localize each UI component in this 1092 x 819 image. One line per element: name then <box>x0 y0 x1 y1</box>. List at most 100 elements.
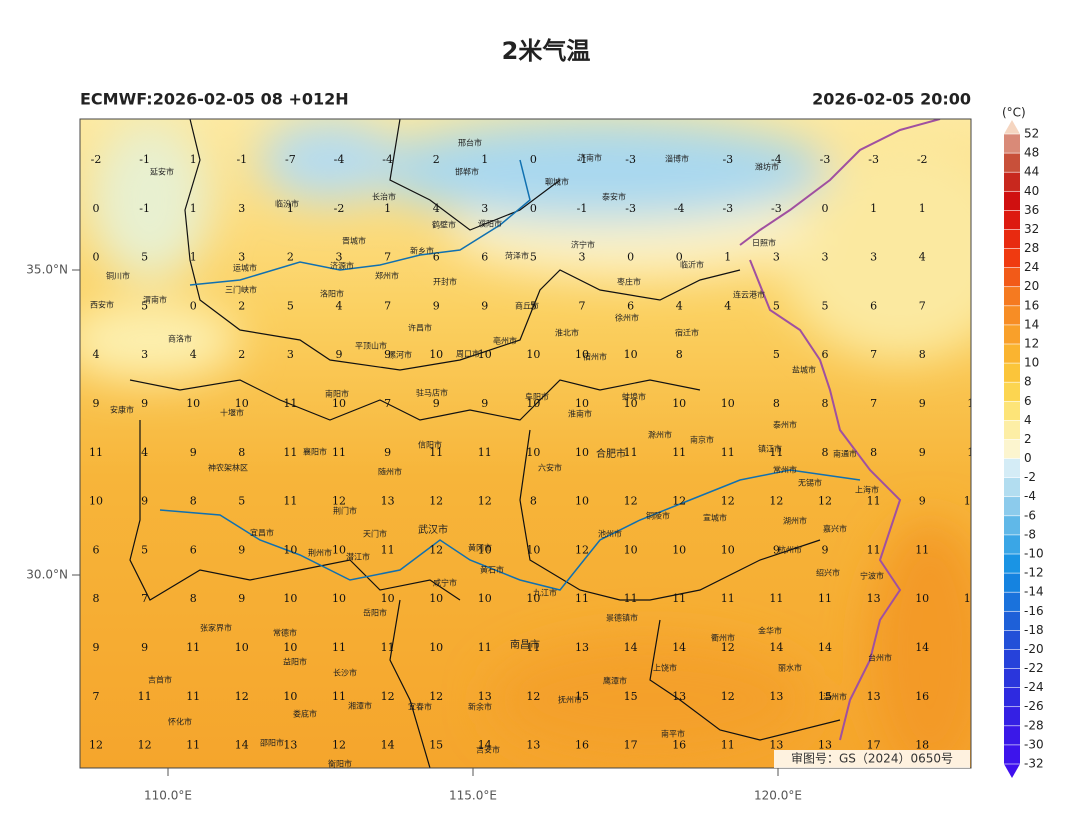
temperature-value: 12 <box>89 739 103 752</box>
temperature-value: 5 <box>530 251 537 264</box>
temperature-value: 11 <box>186 641 200 654</box>
colorbar-segment <box>1004 649 1020 670</box>
temperature-value: 12 <box>381 690 395 703</box>
colorbar-segment <box>1004 420 1020 440</box>
temperature-value: 9 <box>93 397 100 410</box>
city-label: 平顶山市 <box>355 341 387 351</box>
city-label: 菏泽市 <box>505 251 529 261</box>
temperature-value: 8 <box>870 446 877 459</box>
colorbar-segment <box>1004 286 1020 307</box>
colorbar-label: 0 <box>1024 451 1032 465</box>
colorbar-segment <box>1004 687 1020 708</box>
city-label: 荆门市 <box>333 506 357 516</box>
temperature-value: 14 <box>478 739 492 752</box>
colorbar-segment <box>1004 210 1020 230</box>
city-label: 天门市 <box>363 529 387 539</box>
colorbar-segment <box>1004 324 1020 345</box>
temperature-value: 11 <box>867 543 881 556</box>
temperature-value: 4 <box>336 299 343 312</box>
city-label: 娄底市 <box>293 709 317 719</box>
colorbar-label: -16 <box>1024 604 1044 618</box>
city-label: 泰安市 <box>602 192 626 202</box>
colorbar-label: -6 <box>1024 508 1036 522</box>
temperature-value: -1 <box>139 153 150 166</box>
temperature-value: 12 <box>672 495 686 508</box>
city-label: 上饶市 <box>653 663 677 673</box>
temperature-value: 8 <box>190 592 197 605</box>
temperature-value: 10 <box>624 397 638 410</box>
city-label: 淮北市 <box>555 328 579 338</box>
temperature-value: 2 <box>238 348 245 361</box>
temperature-value: 1 <box>190 251 197 264</box>
colorbar-segment <box>1004 534 1020 555</box>
city-label: 南通市 <box>833 449 857 459</box>
city-label: 延安市 <box>150 167 174 177</box>
temperature-value: -2 <box>91 153 102 166</box>
temperature-value: 12 <box>721 495 735 508</box>
city-label: 宿迁市 <box>675 328 699 338</box>
city-label: 邵阳市 <box>260 738 284 748</box>
city-label: 宜昌市 <box>250 528 274 538</box>
colorbar-segment <box>1004 744 1020 765</box>
city-label: 武汉市 <box>418 523 448 536</box>
colorbar-label: 14 <box>1024 317 1039 331</box>
city-label: 湖州市 <box>783 516 807 526</box>
temperature-value: -2 <box>334 202 345 215</box>
city-label: 漯河市 <box>388 350 412 360</box>
city-label: 十堰市 <box>220 408 244 418</box>
city-label: 商丘市 <box>515 301 539 311</box>
temperature-value: 5 <box>773 348 780 361</box>
colorbar-segment <box>1004 725 1020 746</box>
temperature-value: 10 <box>964 495 978 508</box>
temperature-value: 15 <box>624 690 638 703</box>
temperature-value: 9 <box>822 543 829 556</box>
temperature-value: 12 <box>235 690 249 703</box>
temperature-value: 10 <box>672 397 686 410</box>
temperature-value: -3 <box>820 153 831 166</box>
temperature-value: 12 <box>429 543 443 556</box>
temperature-value: 8 <box>93 592 100 605</box>
temperature-value: 2 <box>238 299 245 312</box>
temperature-value: 0 <box>93 202 100 215</box>
temperature-value: 9 <box>919 397 926 410</box>
city-label: 邯郸市 <box>455 167 479 177</box>
temperature-value: 13 <box>381 495 395 508</box>
temperature-value: 10 <box>478 592 492 605</box>
temperature-value: 7 <box>870 397 877 410</box>
temperature-value: 15 <box>429 739 443 752</box>
temperature-value: 11 <box>721 446 735 459</box>
temperature-value: 10 <box>186 397 200 410</box>
city-label: 晋城市 <box>342 236 366 246</box>
city-label: 岳阳市 <box>363 608 387 618</box>
temperature-value: 13 <box>769 739 783 752</box>
temperature-value: 0 <box>530 202 537 215</box>
temperature-value: 13 <box>283 739 297 752</box>
city-label: 潍坊市 <box>755 162 779 172</box>
city-label: 湘潭市 <box>348 701 372 711</box>
city-label: 益阳市 <box>283 657 307 667</box>
temperature-value: 9 <box>93 641 100 654</box>
temperature-value: 10 <box>429 592 443 605</box>
temperature-value: 15 <box>575 690 589 703</box>
city-label: 绍兴市 <box>816 568 840 578</box>
temperature-value: 10 <box>624 348 638 361</box>
temperature-value: 11 <box>332 641 346 654</box>
temperature-value: 1 <box>287 202 294 215</box>
temperature-value: 11 <box>283 446 297 459</box>
temperature-value: 12 <box>429 495 443 508</box>
colorbar-segment <box>1004 267 1020 288</box>
temperature-value: 10 <box>283 690 297 703</box>
temperature-value: 7 <box>579 299 586 312</box>
temperature-value: 3 <box>141 348 148 361</box>
city-label: 盐城市 <box>792 365 816 375</box>
colorbar-over <box>1004 120 1020 134</box>
temperature-value: -3 <box>868 153 879 166</box>
temperature-value: 14 <box>672 641 686 654</box>
temperature-value: 16 <box>915 690 929 703</box>
temperature-value: 7 <box>384 251 391 264</box>
temperature-value: 6 <box>190 543 197 556</box>
temperature-value: -4 <box>771 153 782 166</box>
temperature-value: 4 <box>141 446 148 459</box>
temperature-value: 11 <box>818 592 832 605</box>
colorbar-label: 6 <box>1024 394 1032 408</box>
